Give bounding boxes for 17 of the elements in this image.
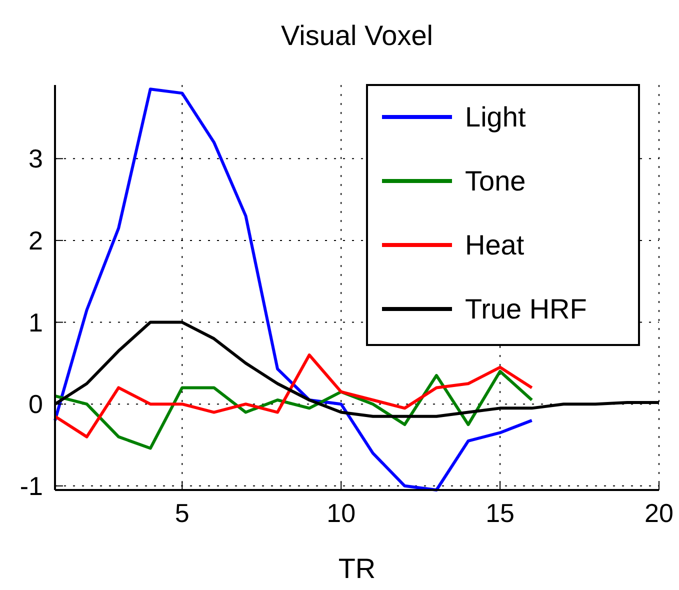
- line-series: [54, 88, 534, 492]
- y-tick-label: -1: [20, 470, 43, 501]
- legend-label: Light: [465, 102, 526, 132]
- x-tick-label: 5: [174, 498, 190, 528]
- y-tick-label: 3: [28, 144, 43, 174]
- x-axis-title: TR: [338, 553, 376, 584]
- legend-label: Heat: [465, 230, 524, 260]
- x-tick-label: 20: [644, 498, 674, 528]
- legend-label: Tone: [465, 166, 526, 196]
- legend-label: True HRF: [465, 294, 587, 324]
- y-tick-label: 2: [28, 225, 43, 256]
- y-tick-label: 0: [28, 389, 43, 420]
- y-tick-label: 1: [28, 307, 43, 338]
- line-series: [54, 354, 534, 438]
- chart-title: Visual Voxel: [280, 20, 434, 51]
- x-tick-label: 15: [486, 498, 515, 528]
- x-tick-label: 10: [326, 498, 356, 528]
